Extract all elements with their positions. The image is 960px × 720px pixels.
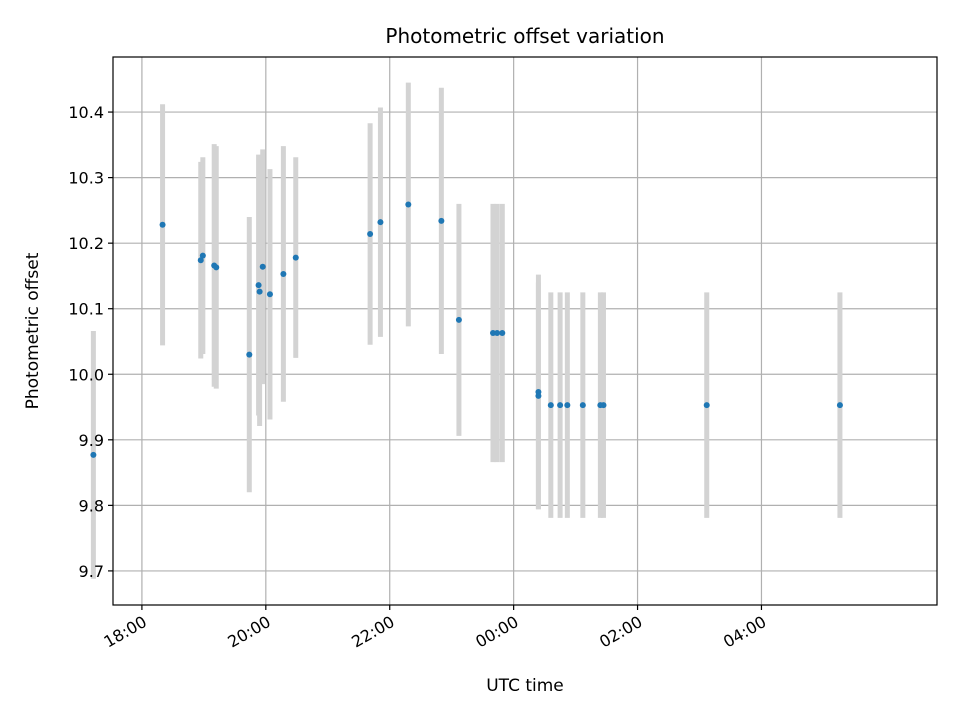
- data-point: [499, 329, 506, 336]
- data-points: [90, 201, 843, 458]
- data-point: [259, 263, 266, 270]
- data-point: [836, 402, 843, 409]
- data-point: [564, 402, 571, 409]
- data-point: [377, 219, 384, 226]
- y-tick-label: 10.2: [68, 234, 104, 253]
- y-axis-ticks: 9.7 9.8 9.9 10.0 10.1 10.2 10.3 10.4: [68, 103, 113, 581]
- data-point: [246, 351, 253, 358]
- data-point: [255, 282, 262, 289]
- data-point: [199, 252, 206, 259]
- data-point: [159, 221, 166, 228]
- data-point: [557, 402, 564, 409]
- data-point: [535, 392, 542, 399]
- data-point: [213, 264, 220, 271]
- data-point: [90, 451, 97, 458]
- plot-frame: [112, 56, 938, 606]
- y-tick-label: 9.9: [79, 431, 104, 450]
- data-point: [197, 257, 204, 264]
- data-point: [489, 329, 496, 336]
- y-tick-label: 10.0: [68, 365, 104, 384]
- data-point: [455, 316, 462, 323]
- data-point: [367, 230, 374, 237]
- data-point: [547, 402, 554, 409]
- data-point: [280, 270, 287, 277]
- data-point: [438, 217, 445, 224]
- data-point: [494, 329, 501, 336]
- data-point: [292, 254, 299, 261]
- data-point: [579, 402, 586, 409]
- y-tick-label: 10.3: [68, 169, 104, 188]
- y-tick-label: 10.1: [68, 300, 104, 319]
- y-axis-label: Photometric offset: [23, 252, 43, 409]
- data-point: [600, 402, 607, 409]
- data-point: [256, 288, 263, 295]
- x-axis-label: UTC time: [486, 676, 564, 696]
- y-tick-label: 9.7: [79, 562, 104, 581]
- data-point: [405, 201, 412, 208]
- chart-title: Photometric offset variation: [385, 24, 664, 48]
- data-point: [703, 402, 710, 409]
- data-point: [266, 291, 273, 298]
- y-tick-label: 9.8: [79, 496, 104, 515]
- y-tick-label: 10.4: [68, 103, 104, 122]
